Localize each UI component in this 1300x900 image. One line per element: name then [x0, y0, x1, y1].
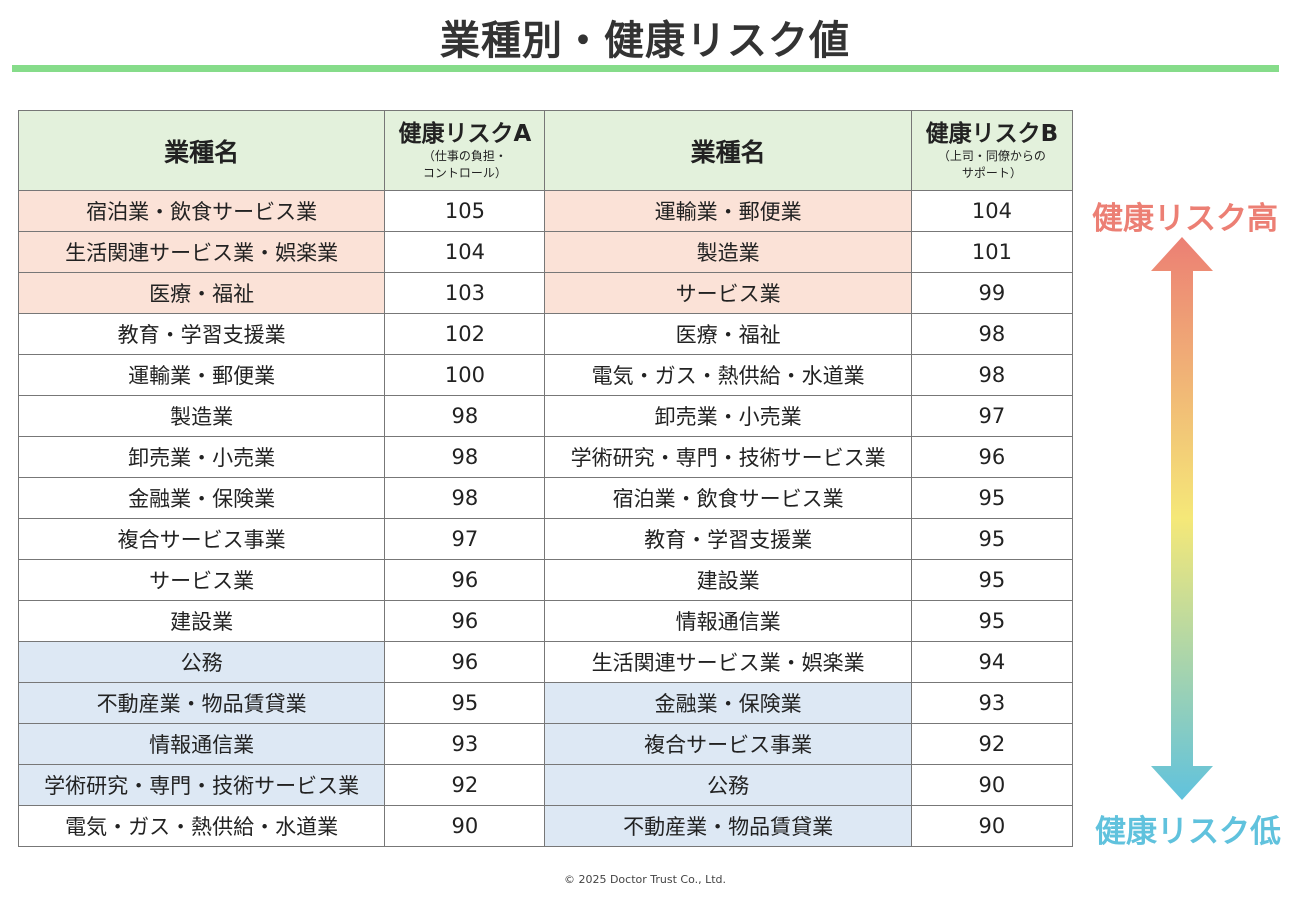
table-row: 運輸業・郵便業 100 電気・ガス・熱供給・水道業 98 [17, 354, 1074, 396]
industry-name-b-cell: サービス業 [544, 272, 912, 314]
table-row: 宿泊業・飲食サービス業 105 運輸業・郵便業 104 [17, 190, 1074, 232]
risk-a-value-cell: 102 [384, 313, 546, 355]
risk-a-value-cell: 105 [384, 190, 546, 232]
industry-name-a-cell: 教育・学習支援業 [17, 313, 386, 355]
header-risk-a-title: 健康リスクA [398, 120, 532, 147]
industry-name-a-cell: 情報通信業 [17, 723, 386, 765]
risk-b-value-cell: 93 [910, 682, 1074, 724]
header-industry-name-a: 業種名 [17, 110, 386, 191]
risk-b-value-cell: 98 [910, 313, 1074, 355]
risk-a-value-cell: 90 [384, 805, 546, 847]
header-risk-a-note-2: コントロール） [422, 165, 507, 180]
industry-name-b-cell: 情報通信業 [544, 600, 912, 642]
industry-name-a-cell: 学術研究・専門・技術サービス業 [17, 764, 386, 806]
header-risk-b: 健康リスクB （上司・同僚からの サポート） [910, 110, 1074, 191]
header-risk-b-title: 健康リスクB [925, 120, 1059, 147]
industry-risk-table: 業種名 健康リスクA （仕事の負担・ コントロール） 業種名 健康リスクB （上… [17, 110, 1074, 847]
table-row: 電気・ガス・熱供給・水道業 90 不動産業・物品賃貸業 90 [17, 805, 1074, 847]
table-row: 情報通信業 93 複合サービス事業 92 [17, 723, 1074, 765]
industry-name-a-cell: サービス業 [17, 559, 386, 601]
risk-b-value-cell: 99 [910, 272, 1074, 314]
risk-b-value-cell: 97 [910, 395, 1074, 437]
industry-name-b-cell: 金融業・保険業 [544, 682, 912, 724]
industry-name-b-cell: 運輸業・郵便業 [544, 190, 912, 232]
industry-name-b-cell: 卸売業・小売業 [544, 395, 912, 437]
table-body: 宿泊業・飲食サービス業 105 運輸業・郵便業 104 生活関連サービス業・娯楽業 104… [17, 190, 1074, 847]
table-row: 建設業 96 情報通信業 95 [17, 600, 1074, 642]
risk-a-value-cell: 97 [384, 518, 546, 560]
risk-b-value-cell: 90 [910, 764, 1074, 806]
legend-high-risk-label: 健康リスク高 [1092, 201, 1278, 237]
table-row: 生活関連サービス業・娯楽業 104 製造業 101 [17, 231, 1074, 273]
page-title: 業種別・健康リスク値 [440, 18, 850, 64]
industry-name-a-cell: 卸売業・小売業 [17, 436, 386, 478]
industry-name-a-cell: 医療・福祉 [17, 272, 386, 314]
risk-a-value-cell: 96 [384, 641, 546, 683]
industry-name-b-cell: 製造業 [544, 231, 912, 273]
risk-b-value-cell: 98 [910, 354, 1074, 396]
double-arrow-icon [1151, 237, 1213, 800]
industry-name-b-cell: 複合サービス事業 [544, 723, 912, 765]
risk-a-value-cell: 96 [384, 559, 546, 601]
risk-a-value-cell: 98 [384, 477, 546, 519]
risk-b-value-cell: 94 [910, 641, 1074, 683]
industry-name-b-cell: 教育・学習支援業 [544, 518, 912, 560]
industry-name-b-cell: 医療・福祉 [544, 313, 912, 355]
risk-a-value-cell: 92 [384, 764, 546, 806]
risk-a-value-cell: 104 [384, 231, 546, 273]
copyright-notice: © 2025 Doctor Trust Co., Ltd. [563, 873, 727, 886]
table-row: 教育・学習支援業 102 医療・福祉 98 [17, 313, 1074, 355]
risk-b-value-cell: 104 [910, 190, 1074, 232]
risk-b-value-cell: 95 [910, 518, 1074, 560]
industry-name-a-cell: 不動産業・物品賃貸業 [17, 682, 386, 724]
industry-name-b-cell: 宿泊業・飲食サービス業 [544, 477, 912, 519]
industry-name-a-cell: 製造業 [17, 395, 386, 437]
risk-b-value-cell: 95 [910, 477, 1074, 519]
industry-name-a-cell: 建設業 [17, 600, 386, 642]
industry-name-b-cell: 不動産業・物品賃貸業 [544, 805, 912, 847]
industry-name-b-cell: 公務 [544, 764, 912, 806]
risk-a-value-cell: 100 [384, 354, 546, 396]
table-row: 製造業 98 卸売業・小売業 97 [17, 395, 1074, 437]
industry-name-a-cell: 公務 [17, 641, 386, 683]
risk-a-value-cell: 96 [384, 600, 546, 642]
table-row: サービス業 96 建設業 95 [17, 559, 1074, 601]
table-header-row: 業種名 健康リスクA （仕事の負担・ コントロール） 業種名 健康リスクB （上… [17, 110, 1074, 191]
industry-name-a-cell: 電気・ガス・熱供給・水道業 [17, 805, 386, 847]
header-industry-name-b: 業種名 [544, 110, 912, 191]
industry-name-b-cell: 電気・ガス・熱供給・水道業 [544, 354, 912, 396]
title-underline [12, 65, 1279, 72]
legend-low-risk-label: 健康リスク低 [1095, 814, 1281, 850]
industry-name-a-cell: 運輸業・郵便業 [17, 354, 386, 396]
header-risk-a: 健康リスクA （仕事の負担・ コントロール） [384, 110, 546, 191]
risk-a-value-cell: 93 [384, 723, 546, 765]
risk-b-value-cell: 95 [910, 559, 1074, 601]
risk-a-value-cell: 95 [384, 682, 546, 724]
risk-a-value-cell: 98 [384, 436, 546, 478]
risk-b-value-cell: 95 [910, 600, 1074, 642]
table-row: 学術研究・専門・技術サービス業 92 公務 90 [17, 764, 1074, 806]
risk-a-value-cell: 103 [384, 272, 546, 314]
risk-b-value-cell: 101 [910, 231, 1074, 273]
industry-name-a-cell: 宿泊業・飲食サービス業 [17, 190, 386, 232]
risk-a-value-cell: 98 [384, 395, 546, 437]
industry-name-a-cell: 生活関連サービス業・娯楽業 [17, 231, 386, 273]
header-risk-a-note-1: （仕事の負担・ [422, 148, 507, 163]
header-risk-b-note-1: （上司・同僚からの [937, 148, 1046, 163]
table-row: 金融業・保険業 98 宿泊業・飲食サービス業 95 [17, 477, 1074, 519]
industry-name-a-cell: 複合サービス事業 [17, 518, 386, 560]
industry-name-a-cell: 金融業・保険業 [17, 477, 386, 519]
table-row: 医療・福祉 103 サービス業 99 [17, 272, 1074, 314]
table-row: 不動産業・物品賃貸業 95 金融業・保険業 93 [17, 682, 1074, 724]
risk-b-value-cell: 96 [910, 436, 1074, 478]
industry-name-b-cell: 学術研究・専門・技術サービス業 [544, 436, 912, 478]
industry-name-b-cell: 建設業 [544, 559, 912, 601]
header-risk-b-note-2: サポート） [961, 165, 1022, 180]
risk-b-value-cell: 92 [910, 723, 1074, 765]
table-row: 卸売業・小売業 98 学術研究・専門・技術サービス業 96 [17, 436, 1074, 478]
table-row: 複合サービス事業 97 教育・学習支援業 95 [17, 518, 1074, 560]
risk-b-value-cell: 90 [910, 805, 1074, 847]
table-row: 公務 96 生活関連サービス業・娯楽業 94 [17, 641, 1074, 683]
industry-name-b-cell: 生活関連サービス業・娯楽業 [544, 641, 912, 683]
